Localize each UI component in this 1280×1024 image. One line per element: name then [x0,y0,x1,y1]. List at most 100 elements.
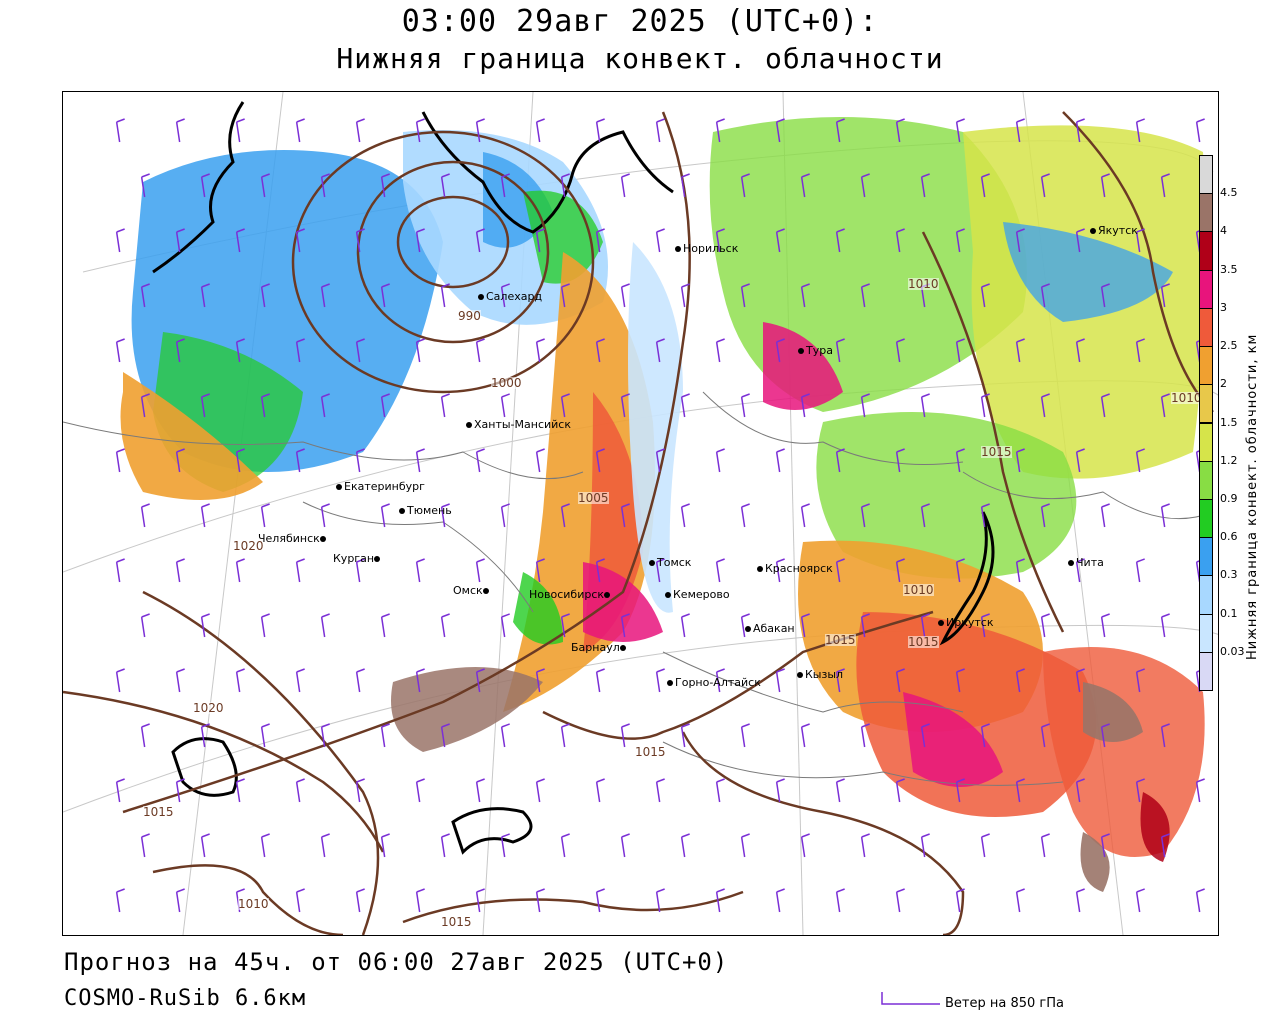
wind-barb [1015,228,1025,253]
wind-barb [920,393,930,418]
wind-barb [1160,723,1170,748]
colorbar-tick-label: 2 [1220,377,1227,391]
wind-barb [475,888,485,913]
wind-barb [595,118,605,143]
wind-barb [380,503,390,528]
wind-barb [1135,888,1145,913]
isobar-label: 1010 [238,897,269,911]
city-norilsk[interactable]: Норильск [675,242,738,255]
wind-barb [835,118,845,143]
wind-barb [380,833,390,858]
wind-barb [920,723,930,748]
isobar-label: 1015 [908,635,939,649]
wind-barb [500,393,510,418]
colorbar-tick-label: 4 [1220,224,1227,238]
wind-barb [260,613,270,638]
city-irkutsk[interactable]: Иркутск [938,616,993,629]
wind-barb [655,448,665,473]
cloud-base-field [120,117,1207,892]
city-yakutsk[interactable]: Якутск [1090,224,1138,237]
isobar-label: 1015 [825,633,856,647]
city-yekaterinburg[interactable]: Екатеринбург [336,480,425,493]
city-tomsk[interactable]: Томск [649,556,691,569]
city-kurgan[interactable]: Курган [333,552,382,565]
city-krasnoyarsk[interactable]: Красноярск [757,562,833,575]
wind-barb [895,778,905,803]
wind-barb [655,228,665,253]
colorbar-tick-label: 4.5 [1220,186,1238,200]
city-kyzyl[interactable]: Кызыл [797,668,843,681]
colorbar-segment [1199,231,1213,271]
wind-barb [680,833,690,858]
isobar-label: 1010 [903,583,934,597]
city-abakan[interactable]: Абакан [745,622,795,635]
city-tura[interactable]: Тура [798,344,833,357]
wind-barb [715,118,725,143]
wind-barb [440,833,450,858]
wind-barb [380,173,390,198]
forecast-map[interactable]: 1000 990 1005 1010 1015 1020 1020 1015 1… [62,91,1219,936]
wind-barb [295,888,305,913]
city-omsk[interactable]: Омск [453,584,491,597]
wind-barb [500,173,510,198]
wind-barb [680,723,690,748]
wind-barb [535,778,545,803]
wind-barb [355,778,365,803]
city-tyumen[interactable]: Тюмень [399,504,452,517]
city-barnaul[interactable]: Барнаул [571,641,628,654]
wind-barb [1135,668,1145,693]
wind-barb [740,723,750,748]
wind-barb [620,393,630,418]
city-chelyabinsk[interactable]: Челябинск [258,532,328,545]
wind-barb [1040,613,1050,638]
wind-barb [355,668,365,693]
wind-barb [680,173,690,198]
wind-barb [595,668,605,693]
wind-barb [1015,668,1025,693]
city-salekhard[interactable]: Салехард [478,290,542,303]
wind-barb [1100,173,1110,198]
colorbar-segment [1199,460,1213,500]
wind-barb [715,888,725,913]
wind-barb [440,283,450,308]
colorbar-segment [1199,613,1213,653]
wind-barb [715,228,725,253]
wind-barb [380,723,390,748]
wind-barb [620,503,630,528]
wind-barb [115,338,125,363]
wind-barb [740,613,750,638]
wind-barb [355,888,365,913]
city-chita[interactable]: Чита [1068,556,1104,569]
wind-barb [775,228,785,253]
wind-barb [775,558,785,583]
wind-barb [175,448,185,473]
wind-barb [535,118,545,143]
wind-barb [860,613,870,638]
colorbar-segment [1199,651,1213,691]
wind-barb [500,283,510,308]
wind-legend-icon [881,992,940,1005]
isobars [63,111,1214,935]
wind-barb [235,668,245,693]
wind-barb [740,173,750,198]
wind-barb [620,283,630,308]
wind-barb [1015,778,1025,803]
wind-barb [1160,613,1170,638]
wind-barb [1135,118,1145,143]
city-gorno-altaysk[interactable]: Горно-Алтайск [667,676,761,689]
wind-barb [560,503,570,528]
wind-barb [800,833,810,858]
wind-barb [140,283,150,308]
wind-barb [380,393,390,418]
wind-barb [475,668,485,693]
wind-barb [680,503,690,528]
wind-barb [200,503,210,528]
wind-barb [895,668,905,693]
wind-legend-label: Ветер на 850 гПа [945,996,1064,1011]
wind-barb [1015,448,1025,473]
city-khanty-mansiysk[interactable]: Ханты-Мансийск [466,418,571,431]
wind-barb [620,173,630,198]
wind-barb [380,283,390,308]
city-kemerovo[interactable]: Кемерово [665,588,730,601]
city-novosibirsk[interactable]: Новосибирск [529,588,612,601]
